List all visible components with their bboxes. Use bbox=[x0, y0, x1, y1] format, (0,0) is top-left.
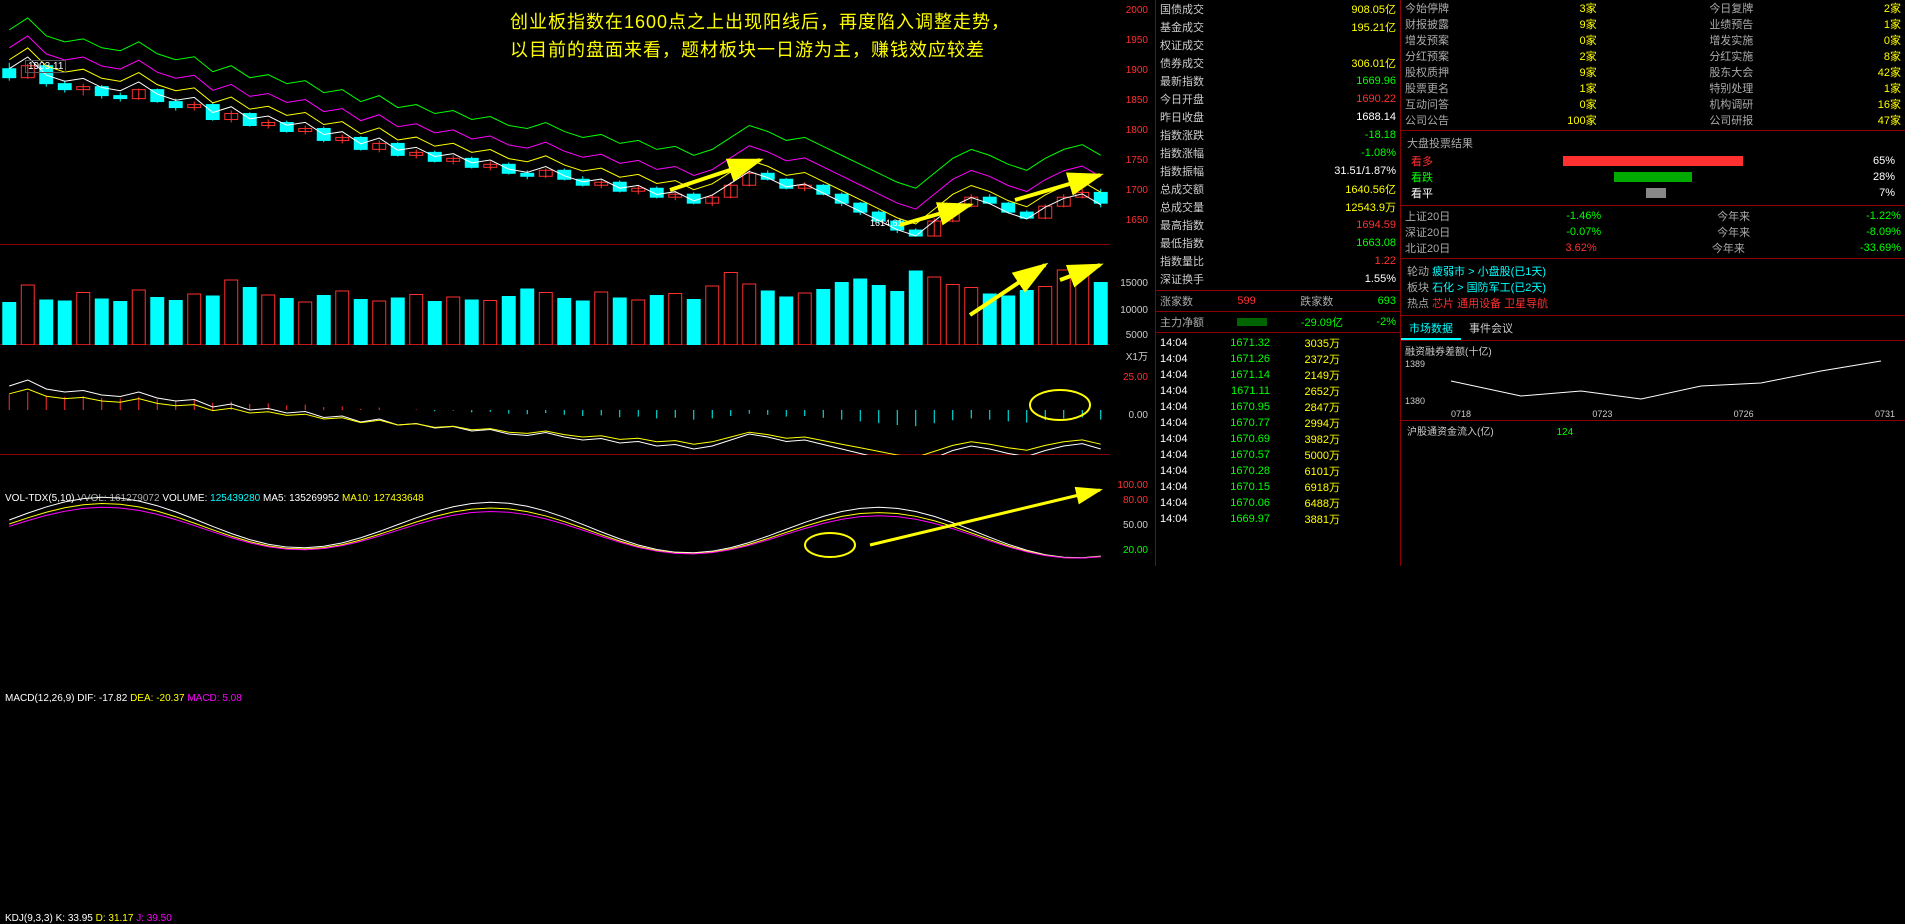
annotation-line2: 以目前的盘面来看，题材板块一日游为主，赚钱效应较差 bbox=[510, 36, 1010, 64]
event-stats: 今始停牌3家今日复牌2家财报披露9家业绩预告1家增发预案0家增发实施0家分红预案… bbox=[1401, 0, 1905, 128]
kdj-header: KDJ(9,3,3) K: 33.95 D: 31.17 J: 39.50 bbox=[5, 913, 172, 924]
kdj-svg bbox=[0, 470, 1110, 565]
volume-chart[interactable]: VOL-TDX(5,10) VVOL: 161279072 VOLUME: 12… bbox=[0, 245, 1110, 345]
info-panel: 今始停牌3家今日复牌2家财报披露9家业绩预告1家增发预案0家增发实施0家分红预案… bbox=[1400, 0, 1905, 566]
low-marker: 1614.61 bbox=[870, 218, 903, 228]
main-chart-area[interactable]: 创业板指数在1600点之上出现阳线后，再度陷入调整走势， 以目前的盘面来看，题材… bbox=[0, 0, 1110, 566]
vote-panel: 大盘投票结果 看多65% 看跌28% 看平7% bbox=[1401, 133, 1905, 203]
price-axis: 2000195019001850180017501700165015000100… bbox=[1110, 0, 1150, 566]
rise-fall-row: 涨家数599 跌家数693 bbox=[1156, 293, 1400, 309]
macd-header: MACD(12,26,9) DIF: -17.82 DEA: -20.37 MA… bbox=[5, 693, 242, 704]
price-marker: 1903.11 bbox=[25, 60, 66, 73]
tab-events[interactable]: 事件会议 bbox=[1461, 318, 1521, 340]
kdj-chart[interactable]: KDJ(9,3,3) K: 33.95 D: 31.17 J: 39.50 bbox=[0, 455, 1110, 566]
tab-market-data[interactable]: 市场数据 bbox=[1401, 318, 1461, 340]
stats-table: 国债成交908.05亿基金成交195.21亿权证成交债券成交306.01亿最新指… bbox=[1156, 0, 1400, 288]
macd-chart[interactable]: MACD(12,26,9) DIF: -17.82 DEA: -20.37 MA… bbox=[0, 345, 1110, 455]
tabs: 市场数据 事件会议 bbox=[1401, 318, 1905, 341]
margin-chart: 融资融券差额(十亿) 1389 1380 0718 0723 0726 0731 bbox=[1401, 341, 1905, 421]
tick-list: 14:041671.323035万14:041671.262372万14:041… bbox=[1156, 335, 1400, 527]
volume-svg bbox=[0, 260, 1110, 345]
candlestick-chart[interactable]: 创业板指数在1600点之上出现阳线后，再度陷入调整走势， 以目前的盘面来看，题材… bbox=[0, 0, 1110, 245]
chart-annotation: 创业板指数在1600点之上出现阳线后，再度陷入调整走势， 以目前的盘面来看，题材… bbox=[510, 8, 1010, 64]
macd-svg bbox=[0, 360, 1110, 455]
main-capital-row: 主力净额 -29.09亿 -2% bbox=[1156, 314, 1400, 330]
stats-panel: 国债成交908.05亿基金成交195.21亿权证成交债券成交306.01亿最新指… bbox=[1155, 0, 1400, 566]
hk-connect: 沪股通资金流入(亿) 124 bbox=[1401, 421, 1905, 440]
rotation-panel: 轮动 疲弱市 > 小盘股(已1天) 板块 石化 > 国防军工(已2天) 热点 芯… bbox=[1401, 261, 1905, 313]
annotation-line1: 创业板指数在1600点之上出现阳线后，再度陷入调整走势， bbox=[510, 8, 1010, 36]
vote-title: 大盘投票结果 bbox=[1407, 135, 1899, 151]
index-perf: 上证20日-1.46%今年来-1.22%深证20日-0.07%今年来-8.09%… bbox=[1401, 208, 1905, 256]
